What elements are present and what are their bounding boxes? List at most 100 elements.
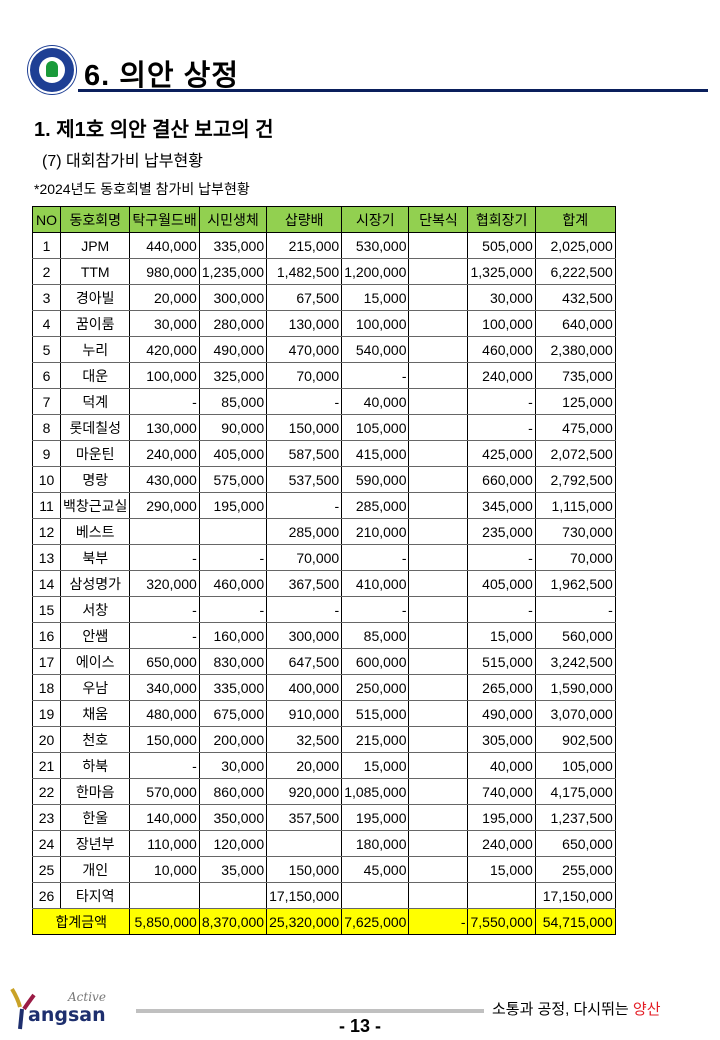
row-number: 3 [32, 284, 61, 311]
fee-cell: 195,000 [341, 804, 410, 831]
fee-cell: 30,000 [467, 284, 536, 311]
fee-cell: 85,000 [198, 388, 268, 415]
fee-cell: 505,000 [467, 232, 536, 259]
slogan-text: 소통과 공정, 다시뛰는 [492, 1001, 629, 1018]
row-number: 12 [32, 518, 61, 545]
fee-cell: 70,000 [266, 362, 343, 389]
fee-cell: 400,000 [266, 674, 343, 701]
fee-cell: 35,000 [198, 856, 268, 883]
fee-cell: - [266, 492, 343, 519]
fee-cell [198, 518, 268, 545]
row-number: 8 [32, 414, 61, 441]
total-cell: 7,625,000 [341, 908, 410, 935]
fee-cell: 980,000 [129, 258, 200, 285]
table-row: 18 우남 340,000 335,000 400,000 250,000 265,000 1… [32, 674, 616, 701]
fee-cell [408, 778, 469, 805]
table-row: 1 JPM 440,000 335,000 215,000 530,000 505,000 2… [32, 232, 616, 259]
fee-cell: 480,000 [129, 700, 200, 727]
club-name: 한울 [59, 804, 131, 831]
row-number: 6 [32, 362, 61, 389]
fee-cell: 357,500 [266, 804, 343, 831]
fee-cell: - [341, 544, 410, 571]
fee-cell: 2,072,500 [534, 440, 616, 467]
fee-cell [408, 856, 469, 883]
fee-cell: 740,000 [467, 778, 536, 805]
fee-cell: 1,482,500 [266, 258, 343, 285]
total-cell: 5,850,000 [129, 908, 200, 935]
fee-cell [408, 284, 469, 311]
club-name: 장년부 [59, 830, 131, 857]
fee-cell: 735,000 [534, 362, 616, 389]
fee-cell: 180,000 [341, 830, 410, 857]
fee-cell: 1,962,500 [534, 570, 616, 597]
column-header: NO [32, 206, 61, 233]
table-row: 13 북부 - -70,000- -70,000 [32, 544, 616, 571]
club-name: 천호 [59, 726, 131, 753]
fee-cell: 575,000 [198, 466, 268, 493]
fee-cell: 300,000 [266, 622, 343, 649]
fee-cell: 345,000 [467, 492, 536, 519]
fee-cell: 730,000 [534, 518, 616, 545]
fee-cell: 200,000 [198, 726, 268, 753]
fee-cell: 17,150,000 [266, 882, 343, 909]
fee-cell [467, 882, 536, 909]
fee-cell [408, 232, 469, 259]
fee-cell: - [198, 596, 268, 623]
fee-cell [408, 804, 469, 831]
fee-cell: 1,325,000 [467, 258, 536, 285]
row-number: 10 [32, 466, 61, 493]
fee-cell: 305,000 [467, 726, 536, 753]
club-name: 덕계 [59, 388, 131, 415]
total-label: 합계금액 [31, 908, 131, 935]
fee-cell [341, 882, 410, 909]
fee-cell: 910,000 [266, 700, 343, 727]
fee-cell: 920,000 [266, 778, 343, 805]
fee-cell [408, 362, 469, 389]
fee-cell [408, 830, 469, 857]
fee-cell [408, 570, 469, 597]
row-number: 19 [32, 700, 61, 727]
fee-cell: 540,000 [341, 336, 410, 363]
footer-divider [136, 1009, 484, 1013]
table-row: 9 마운틴 240,000 405,000 587,500 415,000 425,000 2… [32, 440, 616, 467]
fee-cell: - [467, 414, 536, 441]
fee-cell: 1,237,500 [534, 804, 616, 831]
row-number: 21 [32, 752, 61, 779]
fee-cell: 130,000 [266, 310, 343, 337]
table-header-row: NO 동호회명 탁구월드배 시민생체 삽량배 시장기 단복식 협회장기 합계 [32, 206, 616, 233]
row-number: 1 [32, 232, 61, 259]
footer-slogan: 소통과 공정, 다시뛰는 양산 [492, 998, 661, 1019]
club-name: 채움 [59, 700, 131, 727]
fee-cell: 515,000 [467, 648, 536, 675]
fee-cell: 105,000 [341, 414, 410, 441]
fee-cell: - [534, 596, 616, 623]
fee-cell [408, 622, 469, 649]
fee-cell: 20,000 [266, 752, 343, 779]
fee-cell: 100,000 [467, 310, 536, 337]
fee-cell: 125,000 [534, 388, 616, 415]
fee-cell: 660,000 [467, 466, 536, 493]
club-name: 마운틴 [59, 440, 131, 467]
club-name: TTM [59, 258, 131, 285]
fee-cell: - [129, 544, 200, 571]
club-name: 롯데칠성 [59, 414, 131, 441]
fee-cell [408, 726, 469, 753]
fee-cell: 15,000 [341, 284, 410, 311]
fee-cell [408, 388, 469, 415]
fee-cell: - [198, 544, 268, 571]
fee-cell: 1,200,000 [341, 258, 410, 285]
total-cell: 25,320,000 [266, 908, 343, 935]
fee-cell: 240,000 [129, 440, 200, 467]
fee-cell: 335,000 [198, 674, 268, 701]
fee-cell: 215,000 [341, 726, 410, 753]
fee-cell [198, 882, 268, 909]
fee-cell: 6,222,500 [534, 258, 616, 285]
fee-cell [408, 518, 469, 545]
column-header: 시민생체 [198, 206, 268, 233]
fee-cell: 1,590,000 [534, 674, 616, 701]
table-row: 8 롯데칠성 130,000 90,000 150,000 105,000 -475,000 [32, 414, 616, 441]
row-number: 4 [32, 310, 61, 337]
section-heading: 1. 제1호 의안 결산 보고의 건 [34, 119, 274, 141]
row-number: 14 [32, 570, 61, 597]
fee-cell: 647,500 [266, 648, 343, 675]
